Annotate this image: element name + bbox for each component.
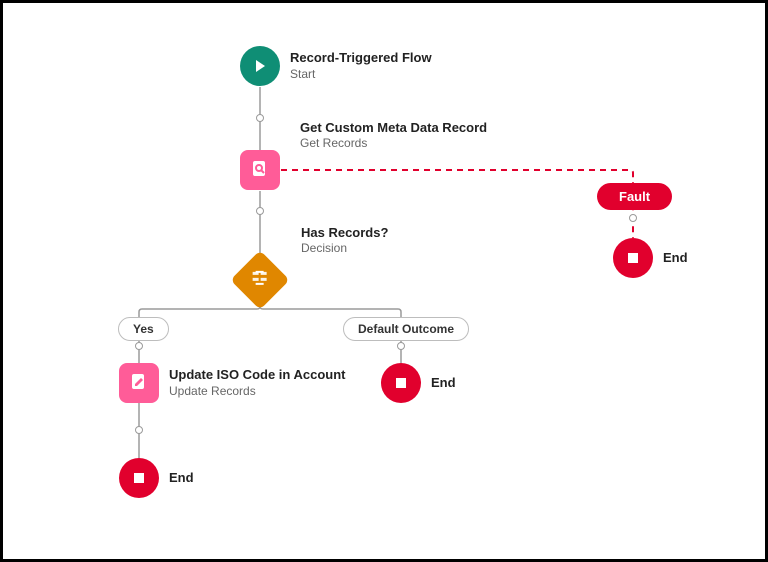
connector-dot [629, 214, 637, 222]
connectors-layer [3, 3, 768, 562]
edit-record-icon [119, 363, 159, 403]
outcome-default-pill[interactable]: Default Outcome [343, 317, 469, 341]
node-end-left[interactable]: End [119, 458, 194, 498]
node-title: Record-Triggered Flow [290, 50, 432, 66]
node-end-mid[interactable]: End [381, 363, 456, 403]
flow-canvas: Record-Triggered Flow Start Get Custom M… [0, 0, 768, 562]
node-title: End [431, 375, 456, 391]
connector-dot [397, 342, 405, 350]
node-update-records[interactable]: Update ISO Code in Account Update Record… [119, 363, 345, 403]
node-title: End [663, 250, 688, 266]
node-get-records[interactable]: Get Custom Meta Data Record Get Records [240, 150, 280, 190]
node-subtitle: Start [290, 67, 432, 82]
connector-dot [256, 114, 264, 122]
stop-icon [119, 458, 159, 498]
stop-icon [381, 363, 421, 403]
node-end-right[interactable]: End [613, 238, 688, 278]
node-subtitle: Decision [301, 241, 388, 256]
stop-icon [613, 238, 653, 278]
node-title: End [169, 470, 194, 486]
connector-dot [135, 426, 143, 434]
connector-dot [256, 207, 264, 215]
node-title: Update ISO Code in Account [169, 367, 345, 383]
node-decision[interactable]: Has Records? Decision [239, 259, 281, 301]
node-subtitle: Update Records [169, 384, 345, 399]
node-subtitle: Get Records [300, 136, 487, 151]
search-record-icon [240, 150, 280, 190]
node-title: Get Custom Meta Data Record [300, 120, 487, 136]
node-start[interactable]: Record-Triggered Flow Start [240, 46, 432, 86]
connector-dot [135, 342, 143, 350]
decision-icon [230, 250, 289, 309]
outcome-yes-pill[interactable]: Yes [118, 317, 169, 341]
outcome-fault-pill[interactable]: Fault [597, 183, 672, 210]
play-icon [240, 46, 280, 86]
node-title: Has Records? [301, 225, 388, 241]
